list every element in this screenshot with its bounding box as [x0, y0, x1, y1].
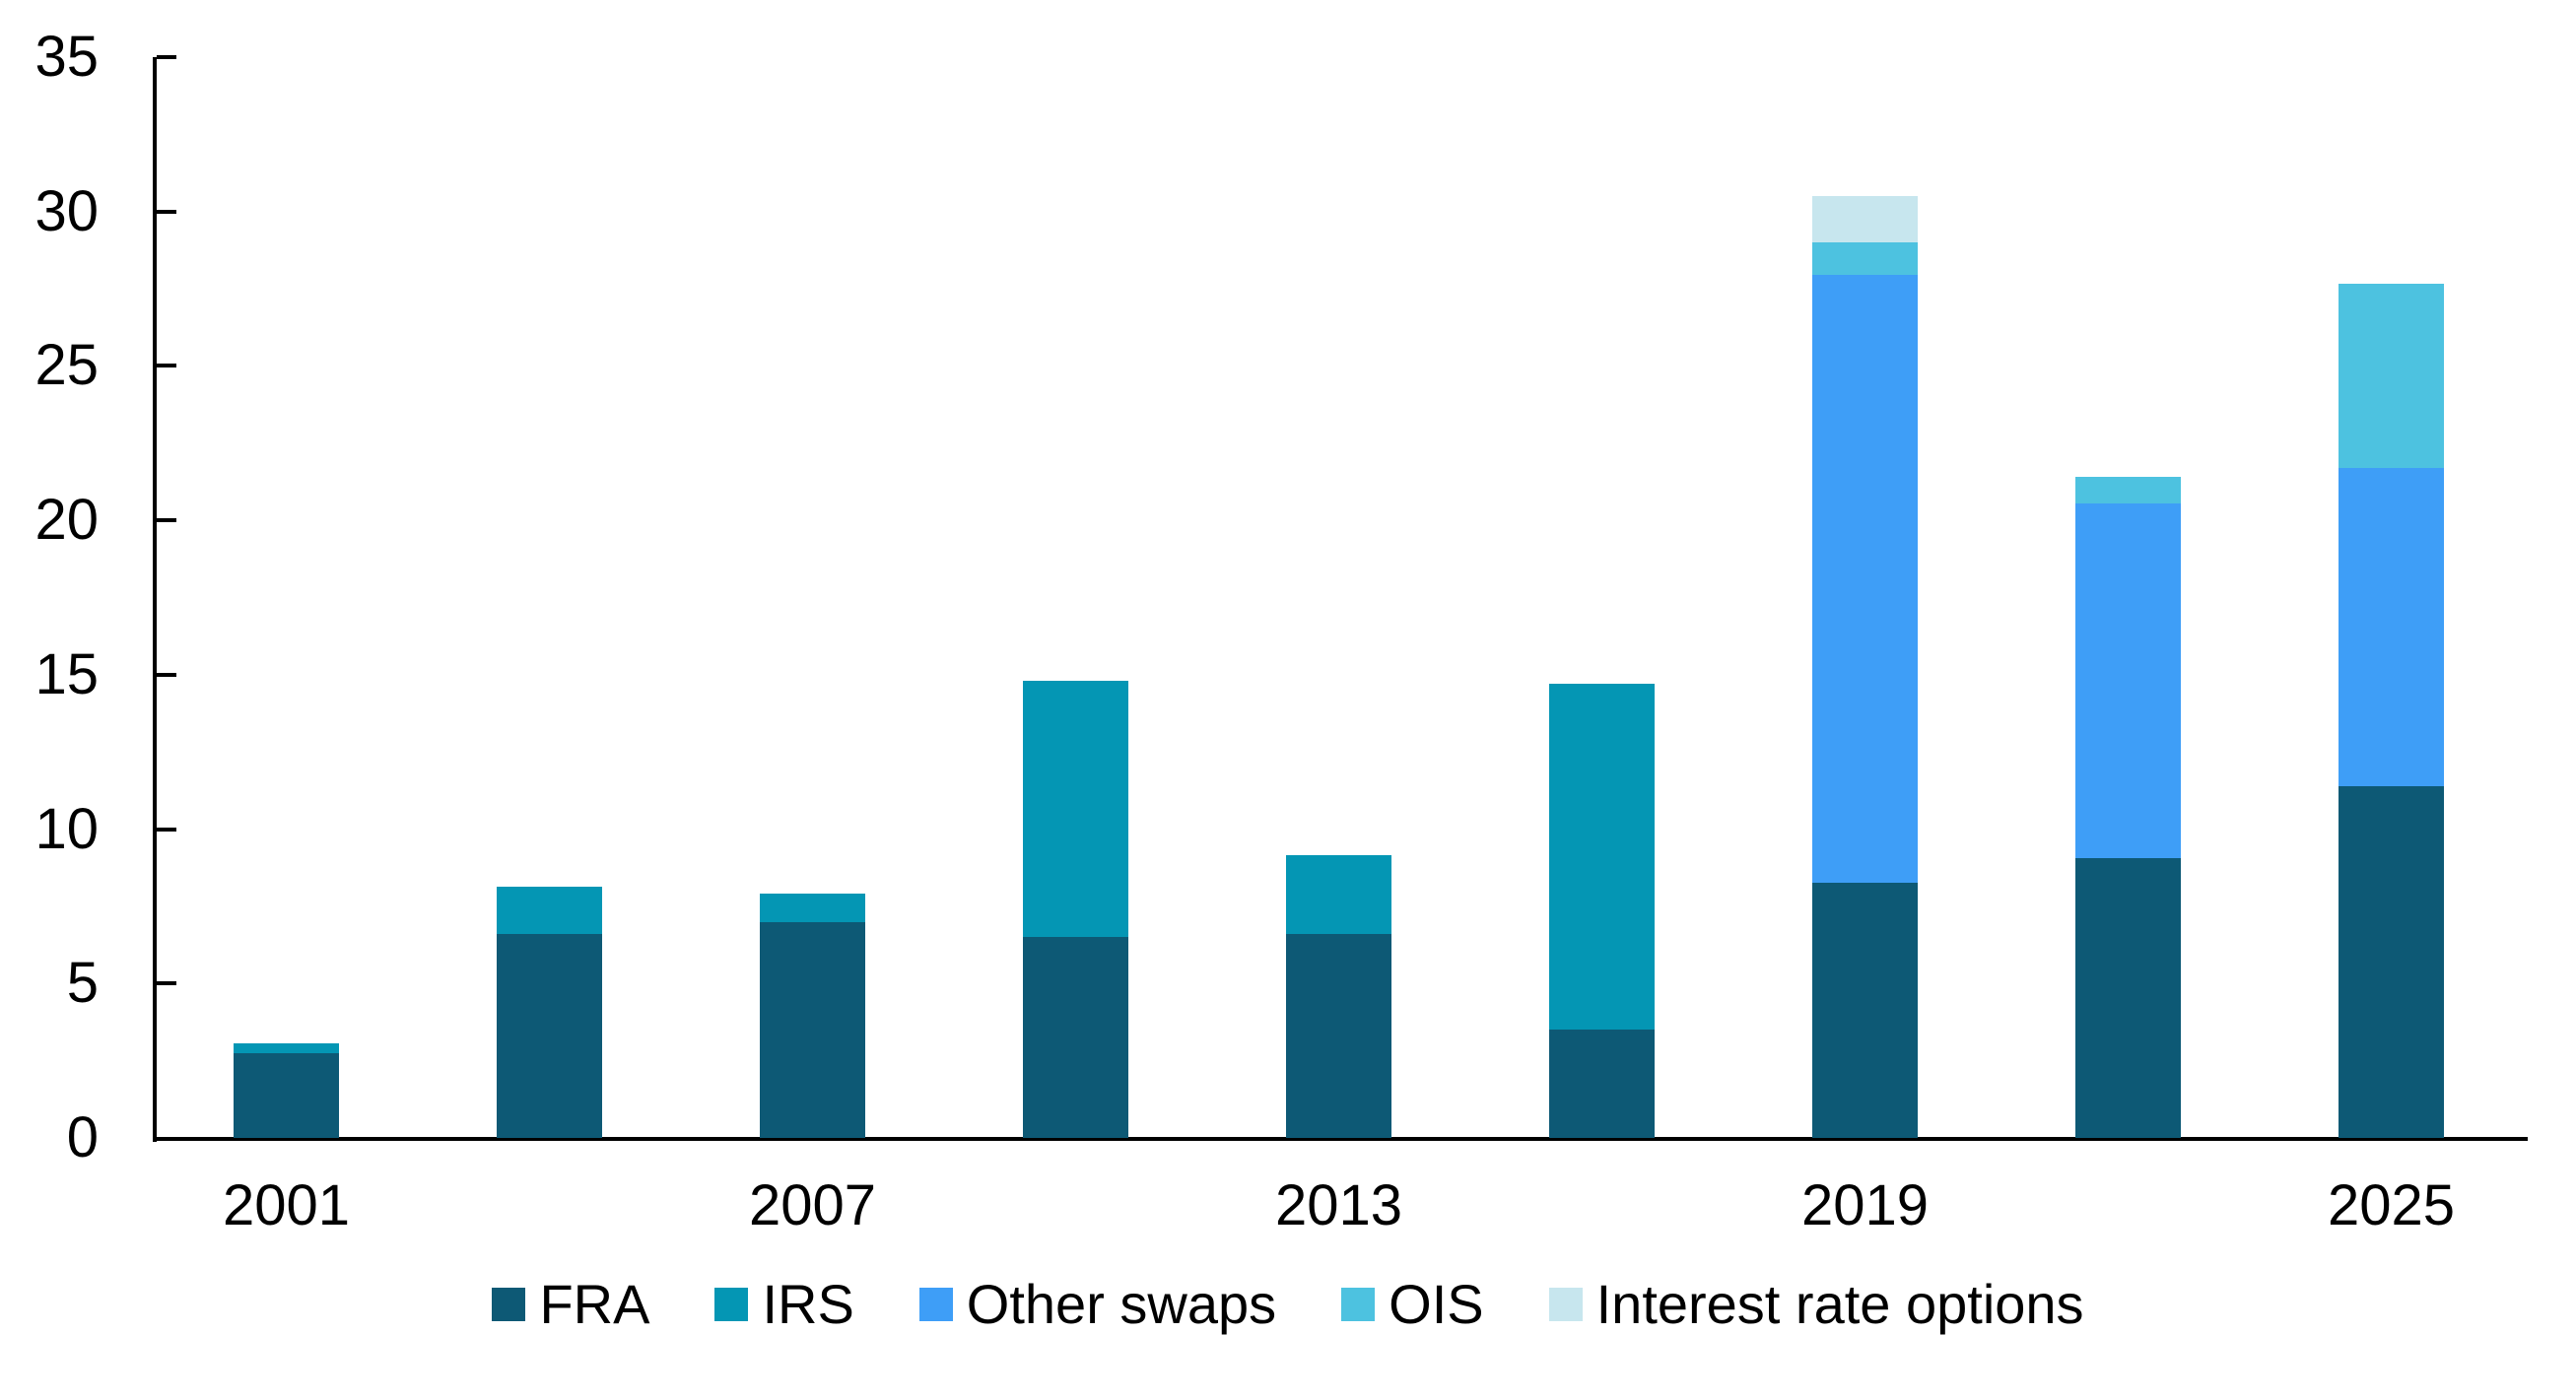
bar-2001-segment-fra	[234, 1052, 339, 1138]
legend-label: OIS	[1389, 1273, 1484, 1335]
bar-2019-segment-ois	[1812, 242, 1918, 275]
legend-swatch-icon	[918, 1288, 953, 1321]
legend-label: IRS	[762, 1273, 854, 1335]
y-tick-mark-35	[157, 55, 176, 59]
legend-swatch-icon	[492, 1288, 526, 1321]
y-tick-label-20: 20	[34, 488, 99, 553]
bar-2022-segment-ois	[2075, 477, 2181, 503]
bar-2016-segment-fra	[1549, 1030, 1655, 1138]
y-axis-line	[153, 57, 157, 1142]
bar-2016-segment-irs	[1549, 684, 1655, 1031]
legend-item-interest-rate-options: Interest rate options	[1548, 1273, 2084, 1335]
y-tick-mark-25	[157, 364, 176, 368]
bar-2025-segment-fra	[2339, 785, 2444, 1138]
legend: FRA IRS Other swaps OIS Interest rate option…	[0, 1277, 2576, 1332]
legend-label: FRA	[539, 1273, 650, 1335]
bar-2022-segment-other-swaps	[2075, 502, 2181, 859]
bar-2007-segment-fra	[760, 921, 865, 1138]
bar-2001-segment-irs	[234, 1043, 339, 1053]
y-tick-label-35: 35	[34, 25, 99, 89]
bar-2019-segment-other-swaps	[1812, 274, 1918, 884]
y-tick-label-0: 0	[66, 1105, 99, 1169]
y-tick-label-10: 10	[34, 796, 99, 861]
bar-2013-segment-irs	[1286, 855, 1391, 935]
legend-item-irs: IRS	[714, 1273, 854, 1335]
legend-item-other-swaps: Other swaps	[918, 1273, 1277, 1335]
legend-swatch-icon	[1341, 1288, 1376, 1321]
x-tick-label-2025: 2025	[2327, 1173, 2456, 1237]
x-axis-line	[153, 1137, 2528, 1141]
legend-label: Other swaps	[966, 1273, 1277, 1335]
y-tick-mark-10	[157, 827, 176, 832]
bar-2025-segment-other-swaps	[2339, 467, 2444, 786]
y-tick-mark-15	[157, 672, 176, 677]
bar-2013-segment-fra	[1286, 934, 1391, 1138]
bar-2025-segment-ois	[2339, 284, 2444, 468]
bar-2004-segment-irs	[497, 886, 602, 935]
bar-2019-segment-interest-rate-options	[1812, 196, 1918, 243]
y-tick-mark-5	[157, 981, 176, 986]
legend-item-ois: OIS	[1341, 1273, 1484, 1335]
x-tick-label-2001: 2001	[222, 1173, 351, 1237]
legend-label: Interest rate options	[1595, 1273, 2084, 1335]
legend-item-fra: FRA	[492, 1277, 649, 1332]
bar-2004-segment-fra	[497, 934, 602, 1138]
bar-2007-segment-irs	[760, 894, 865, 922]
x-tick-label-2007: 2007	[748, 1173, 877, 1237]
y-tick-label-15: 15	[34, 641, 99, 706]
y-tick-mark-30	[157, 209, 176, 214]
y-tick-mark-20	[157, 518, 176, 523]
legend-swatch-icon	[1548, 1288, 1583, 1321]
x-tick-label-2013: 2013	[1274, 1173, 1403, 1237]
y-tick-label-30: 30	[34, 178, 99, 243]
x-tick-label-2019: 2019	[1800, 1173, 1930, 1237]
legend-swatch-icon	[714, 1288, 749, 1321]
bar-2010-segment-fra	[1023, 937, 1128, 1138]
bar-2010-segment-irs	[1023, 681, 1128, 938]
bar-2022-segment-fra	[2075, 858, 2181, 1138]
y-tick-label-5: 5	[66, 951, 99, 1016]
bar-2019-segment-fra	[1812, 883, 1918, 1138]
y-tick-label-25: 25	[34, 333, 99, 398]
